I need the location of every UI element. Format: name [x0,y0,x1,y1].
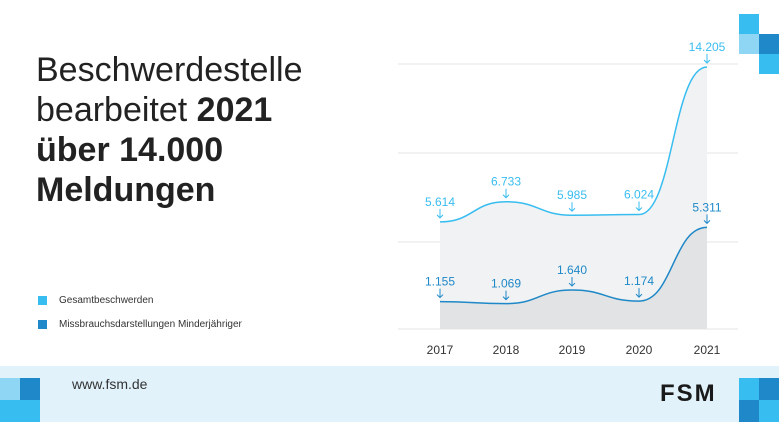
data-label-1-2: 1.640 [557,263,587,277]
footer-bar: www.fsm.de FSM [0,366,779,422]
headline-line3: über 14.000 [36,131,224,169]
legend-swatch-total [38,295,47,305]
data-label-1-1: 1.069 [491,277,521,291]
data-label-0-4: 14.205 [689,40,726,54]
x-tick-label-1: 2018 [493,343,520,357]
data-marker-0-3 [635,201,643,212]
data-label-0-2: 5.985 [557,188,587,202]
data-label-0-0: 5.614 [425,195,455,209]
legend-item-total: Gesamtbeschwerden [38,290,242,310]
data-marker-1-1 [502,290,510,301]
series-area-1 [440,227,707,329]
bottom-left-decoration [0,378,60,422]
x-tick-label-3: 2020 [626,343,653,357]
data-label-1-4: 5.311 [692,200,721,214]
series-area-0 [440,67,707,329]
headline: Beschwerdestelle bearbeitet 2021 über 14… [36,50,366,210]
data-marker-0-2 [568,202,576,212]
legend-item-abuse: Missbrauchsdarstellungen Minderjähriger [38,314,242,334]
x-tick-label-2: 2019 [559,343,586,357]
data-marker-1-0 [436,288,444,299]
legend-label-total: Gesamtbeschwerden [59,294,154,306]
headline-line2-regular: bearbeitet [36,91,197,129]
footer-url[interactable]: www.fsm.de [72,376,148,392]
chart-legend: Gesamtbeschwerden Missbrauchsdarstellung… [38,290,242,338]
data-label-1-3: 1.174 [624,274,654,288]
data-label-0-1: 6.733 [491,175,521,189]
data-label-1-0: 1.155 [425,275,455,289]
x-tick-label-4: 2021 [694,343,721,357]
series-line-0 [439,66,708,223]
x-tick-label-0: 2017 [427,343,454,357]
data-label-0-3: 6.024 [624,188,654,202]
legend-label-abuse: Missbrauchsdarstellungen Minderjähriger [59,318,242,330]
data-marker-0-0 [436,208,444,219]
legend-swatch-abuse [38,319,47,329]
data-marker-0-1 [502,188,510,199]
headline-line2-bold: 2021 [196,91,273,129]
fsm-logo: FSM [660,380,717,407]
data-marker-1-2 [568,277,576,287]
data-marker-1-3 [635,288,643,298]
data-marker-1-4 [703,214,711,225]
headline-line1: Beschwerdestelle [36,51,303,89]
series-line-1 [439,226,708,305]
data-marker-0-4 [703,54,711,64]
headline-line4: Meldungen [36,171,216,209]
bottom-right-decoration [739,378,779,422]
top-right-decoration [739,14,779,74]
